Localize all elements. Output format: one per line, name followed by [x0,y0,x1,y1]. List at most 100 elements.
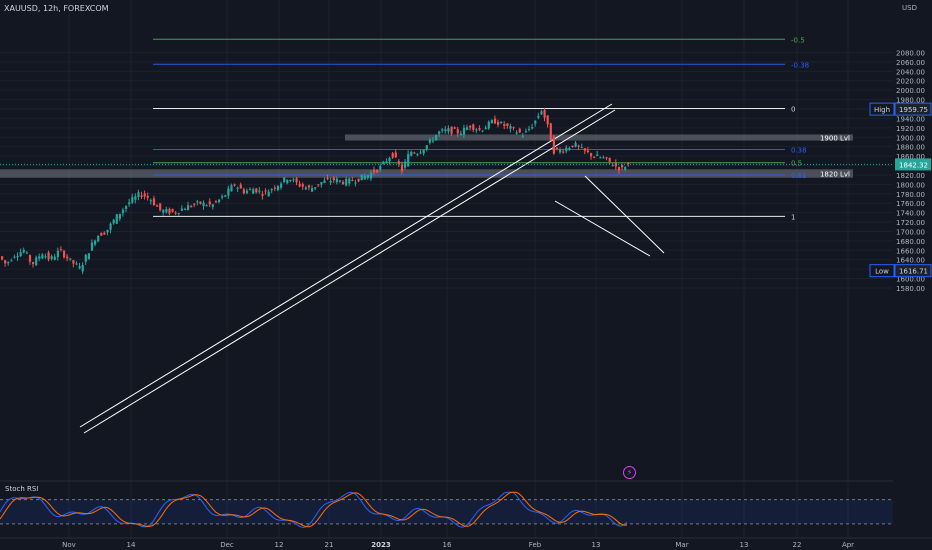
zone-rect [0,169,853,178]
candle-body [438,131,441,134]
candle-body [264,190,267,192]
candle-body [552,136,555,154]
candle-body [534,120,537,124]
candle-body [103,232,106,235]
lightning-icon[interactable]: ⚡ [623,466,636,479]
high-label-box [869,102,895,116]
candle-body [193,203,196,205]
time-tick-label: 2023 [371,541,391,549]
candle-body [69,258,72,260]
candle-body [162,209,165,213]
candle-body [428,139,431,143]
stoch-rsi-title: Stoch RSI [5,485,39,493]
candle-body [205,205,208,207]
candle-body [394,152,397,158]
candle-body [338,180,342,182]
current-price-tag [895,158,931,171]
candle-body [72,260,75,264]
fib-label: 0.5 [791,160,802,168]
candle-body [97,235,100,242]
price-tick-label: 1720.00 [896,219,925,227]
candle-body [311,188,314,192]
candle-body [546,115,549,125]
candle-body [487,121,490,129]
candle-body [255,188,258,193]
candle-body [245,190,249,194]
candle-body [450,126,453,134]
candle-body [422,149,425,154]
candle-body [624,167,627,170]
price-tick-label: 1900.00 [896,134,925,142]
candle-body [267,191,270,197]
candle-body [190,206,193,208]
candle-body [484,127,487,130]
time-axis[interactable]: Nov 14 Dec 12 21 2023 16 Feb 13 Mar 13 22 Apr [0,537,932,549]
candle-body [252,189,255,194]
candle-body [249,189,252,191]
stoch-d-line [0,491,627,528]
candle-body [53,256,56,260]
candle-body [19,252,22,257]
price-tick-label: 2080.00 [896,49,925,57]
channel-line [584,175,665,254]
price-tick-label: 1660.00 [896,247,925,255]
price-tick-label: 1940.00 [896,115,925,123]
candle-body [4,260,7,264]
candle-body [112,219,115,224]
candle-body [276,185,280,191]
candle-body [366,175,369,179]
low-value-tag [894,264,932,278]
fib-label: 0.38 [791,147,807,155]
candle-body [301,184,304,187]
candle-body [87,253,90,260]
candle-body [531,127,534,129]
candle-body [376,169,379,173]
candle-body [137,192,140,198]
candle-body [342,181,345,185]
candle-body [360,174,363,181]
candle-body [211,204,214,207]
candle-body [214,201,218,203]
zone-rect [345,134,853,141]
candle-body [481,130,484,132]
fib-label: 0.61 [791,172,807,180]
time-tick-label: Dec [220,541,234,549]
price-tick-label: 1760.00 [896,200,925,208]
price-tick-label: 2040.00 [896,68,925,76]
candle-body [326,178,329,180]
candle-body [242,189,245,194]
price-tick-label: 1880.00 [896,144,925,152]
candle-body [128,202,131,205]
candle-body [459,133,462,136]
candle-body [593,156,596,158]
time-tick-label: 16 [443,541,452,549]
candle-body [140,195,143,197]
candle-body [75,263,78,265]
candle-body [307,185,311,188]
candle-body [363,175,366,180]
candle-body [506,123,509,126]
candle-body [456,129,459,134]
candle-body [565,147,568,152]
candle-body [466,127,469,130]
candle-body [608,157,611,162]
low-label-box [869,264,895,278]
candle-body [329,180,332,183]
candle-body [174,212,177,214]
fib-label: -0.38 [791,61,809,69]
candle-body [146,195,149,198]
candle-body [447,128,450,132]
candle-body [397,161,400,164]
high-value-tag [894,102,932,116]
candle-body [304,187,307,190]
candle-body [115,214,118,224]
candle-body [78,266,81,269]
candle-body [373,169,376,173]
candle-body [512,127,515,129]
candle-body [81,264,84,272]
candle-body [90,242,94,251]
candle-body [233,184,236,186]
